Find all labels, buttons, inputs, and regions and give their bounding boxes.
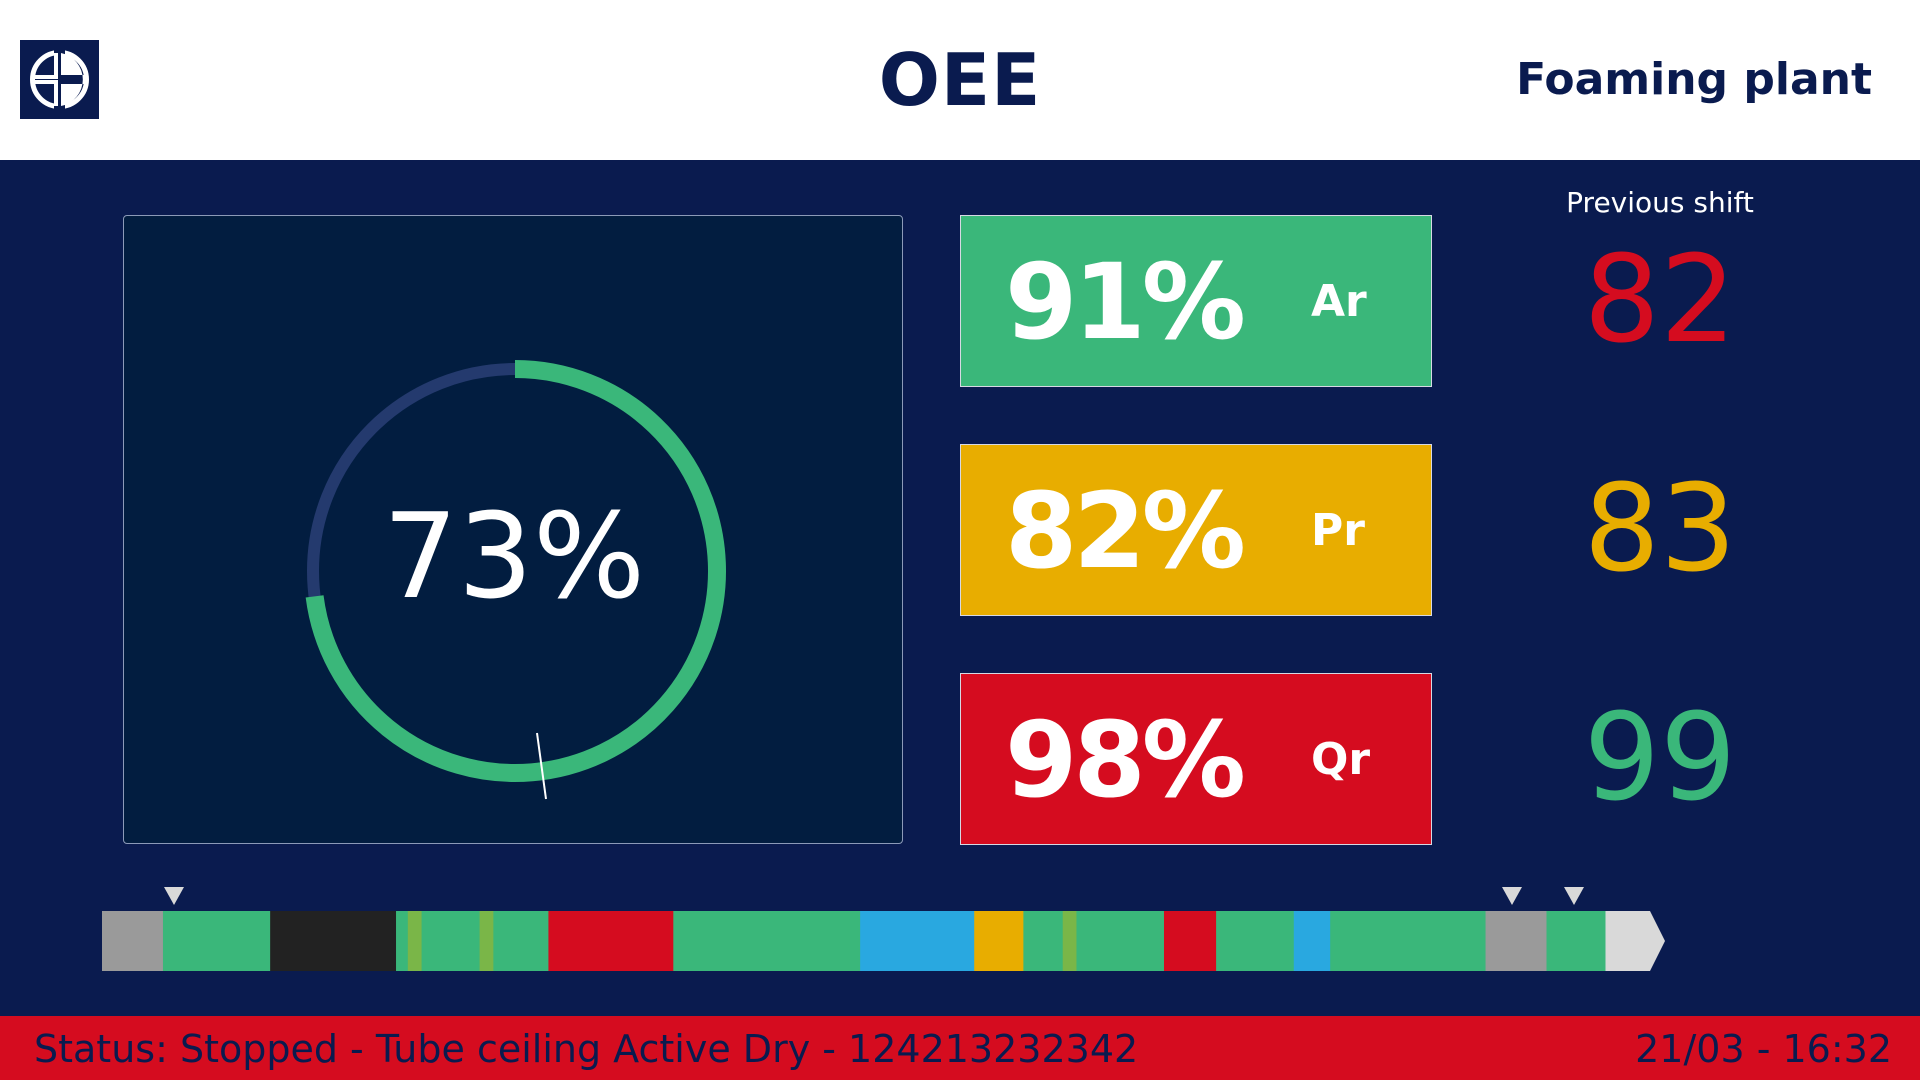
timeline-segment [1330, 911, 1487, 971]
timeline-segment [421, 911, 481, 971]
kpi-value: 91% [1005, 241, 1246, 363]
kpi-code: Pr [1311, 505, 1365, 556]
gauge-fill [305, 360, 726, 782]
kpi-value: 98% [1005, 699, 1246, 821]
status-text: Status: Stopped - Tube ceiling Active Dr… [34, 1027, 1139, 1071]
oee-gauge [305, 360, 726, 800]
previous-shift-availability: 82 [1583, 231, 1737, 370]
status-datetime: 21/03 - 16:32 [1635, 1027, 1892, 1071]
timeline-segment [1023, 911, 1064, 971]
gauge-target-marker [536, 732, 547, 800]
timeline-end-arrow [1635, 911, 1665, 971]
timeline-segment [1546, 911, 1607, 971]
header: OEE Foaming plant [0, 0, 1920, 160]
timeline-segment [162, 911, 271, 971]
status-bar: Status: Stopped - Tube ceiling Active Dr… [0, 1016, 1920, 1080]
kpi-code: Ar [1311, 276, 1367, 327]
event-marker-icon [1502, 887, 1522, 905]
timeline-segment [493, 911, 549, 971]
kpi-card-availability: 91% Ar [960, 215, 1432, 387]
event-marker-icon [1564, 887, 1584, 905]
page-title: OEE [878, 38, 1042, 122]
timeline-segment [1076, 911, 1165, 971]
production-timeline [102, 887, 1665, 971]
timeline-segment [407, 911, 423, 971]
oee-value: 73% [382, 487, 646, 625]
kpi-value: 82% [1005, 470, 1246, 592]
previous-shift-performance: 83 [1583, 460, 1737, 599]
timeline-segment [1605, 911, 1636, 971]
kpi-card-quality: 98% Qr [960, 673, 1432, 845]
electrolux-logo-icon [20, 40, 99, 119]
timeline-segment [548, 911, 674, 971]
timeline-segment [102, 911, 164, 971]
plant-name: Foaming plant [1516, 54, 1872, 105]
timeline-segment [1216, 911, 1295, 971]
kpi-code: Qr [1311, 734, 1371, 785]
timeline-segment [270, 911, 397, 971]
previous-shift-label: Previous shift [1566, 186, 1754, 219]
timeline-segment [1163, 911, 1217, 971]
timeline-segment [673, 911, 861, 971]
timeline-segment [974, 911, 1024, 971]
timeline-segment [1062, 911, 1077, 971]
event-marker-icon [164, 887, 184, 905]
timeline-segments [102, 911, 1636, 971]
timeline-segment [479, 911, 494, 971]
timeline-segment [860, 911, 975, 971]
timeline-segment [1293, 911, 1331, 971]
oee-gauge-panel: 73% [123, 215, 903, 844]
timeline-segment [1485, 911, 1548, 971]
kpi-card-performance: 82% Pr [960, 444, 1432, 616]
timeline-segment [396, 911, 409, 971]
previous-shift-quality: 99 [1583, 689, 1737, 828]
